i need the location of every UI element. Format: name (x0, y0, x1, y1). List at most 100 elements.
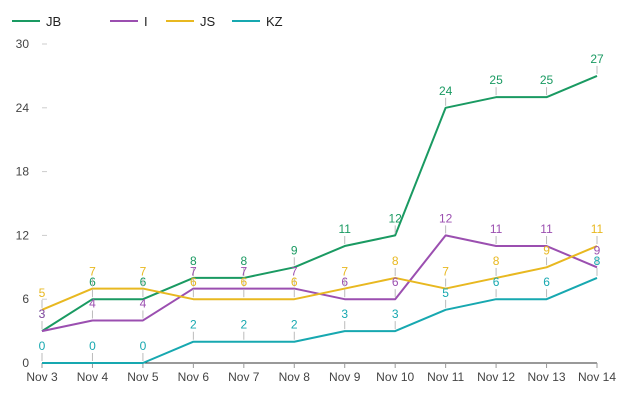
data-point-js: 7 (140, 265, 147, 287)
data-label: 12 (389, 211, 403, 225)
data-point-js: 6 (190, 275, 197, 298)
data-point-i: 7 (240, 265, 247, 287)
data-label: 7 (240, 265, 247, 279)
data-label: 25 (489, 73, 503, 87)
data-point-js: 6 (291, 275, 298, 298)
data-point-i: 7 (291, 265, 298, 287)
data-point-jb: 25 (489, 73, 503, 96)
legend-item-kz: KZ (232, 14, 283, 29)
data-label: 0 (89, 339, 96, 353)
data-point-kz: 2 (240, 318, 247, 340)
x-tick-label: Nov 10 (376, 370, 414, 384)
data-point-i: 11 (490, 222, 503, 245)
data-label: 2 (240, 318, 247, 332)
data-label: 7 (140, 265, 147, 279)
data-point-i: 9 (594, 243, 601, 266)
x-tick-label: Nov 11 (427, 370, 464, 384)
data-point-i: 7 (190, 265, 197, 287)
data-point-kz: 3 (392, 307, 399, 330)
data-label: 7 (291, 265, 298, 279)
data-label: 6 (291, 275, 298, 289)
y-tick-label: 12 (16, 228, 30, 242)
x-tick-label: Nov 3 (26, 370, 58, 384)
legend-label: KZ (266, 14, 283, 29)
series-line-i (41, 234, 598, 333)
y-tick-label: 30 (16, 37, 30, 51)
data-point-kz: 6 (543, 275, 550, 298)
data-label: 7 (89, 265, 96, 279)
data-point-js: 7 (442, 265, 449, 287)
data-point-kz: 0 (140, 339, 147, 361)
data-label: 6 (392, 275, 399, 289)
x-tick-label: Nov 12 (477, 370, 515, 384)
data-label: 5 (39, 286, 46, 300)
data-point-kz: 2 (190, 318, 197, 340)
data-label: 2 (190, 318, 197, 332)
data-label: 2 (291, 318, 298, 332)
data-label: 9 (543, 243, 550, 257)
data-point-jb: 27 (590, 52, 604, 74)
legend-item-i: I (110, 14, 148, 29)
data-point-i: 6 (392, 275, 399, 298)
data-point-jb: 9 (291, 243, 298, 266)
y-tick-label: 6 (22, 292, 29, 306)
data-label: 6 (240, 275, 247, 289)
data-point-i: 4 (140, 296, 147, 319)
data-point-js: 8 (493, 254, 500, 276)
data-point-js: 9 (543, 243, 550, 266)
series-line-jb (41, 74, 598, 332)
data-label: 3 (392, 307, 399, 321)
data-point-jb: 25 (540, 73, 554, 96)
data-label: 11 (591, 222, 604, 236)
data-label: 24 (439, 84, 453, 98)
data-label: 8 (240, 254, 247, 268)
data-point-kz: 5 (442, 286, 449, 308)
data-label: 3 (39, 307, 46, 321)
y-tick-label: 24 (16, 101, 30, 115)
data-label: 8 (594, 254, 601, 268)
data-point-jb: 12 (389, 211, 403, 234)
data-label: 7 (341, 265, 348, 279)
data-point-i: 4 (89, 296, 96, 319)
data-label: 27 (590, 52, 604, 66)
legend-item-js: JS (166, 14, 216, 29)
data-label: 12 (439, 211, 453, 225)
x-tick-label: Nov 14 (578, 370, 616, 384)
data-point-i: 11 (540, 222, 553, 245)
x-tick-label: Nov 13 (528, 370, 566, 384)
series-line-kz (42, 277, 598, 364)
data-point-jb: 24 (439, 84, 453, 106)
data-point-js: 11 (591, 222, 604, 245)
data-label: 6 (190, 275, 197, 289)
legend-item-jb: JB (12, 14, 61, 29)
data-point-kz: 8 (594, 254, 601, 276)
data-label: 7 (442, 265, 449, 279)
y-tick-label: 0 (22, 356, 29, 370)
data-point-js: 6 (240, 275, 247, 298)
data-labels: 3668891112242525273447776612111195776667… (39, 52, 604, 361)
data-label: 3 (39, 307, 46, 321)
data-point-js: 7 (341, 265, 348, 287)
data-label: 11 (540, 222, 553, 236)
data-point-jb: 11 (338, 222, 351, 245)
data-label: 3 (341, 307, 348, 321)
data-point-kz: 6 (493, 275, 500, 298)
x-tick-label: Nov 6 (178, 370, 210, 384)
data-point-kz: 0 (39, 339, 46, 361)
data-point-kz: 2 (291, 318, 298, 340)
legend-label: JB (46, 14, 61, 29)
data-label: 9 (291, 243, 298, 257)
x-tick-label: Nov 9 (329, 370, 361, 384)
data-point-js: 7 (89, 265, 96, 287)
data-point-jb: 8 (240, 254, 247, 276)
data-point-kz: 0 (89, 339, 96, 361)
data-label: 9 (594, 243, 601, 257)
data-label: 4 (89, 296, 96, 310)
legend: JB I JS KZ (12, 14, 283, 29)
data-label: 5 (442, 286, 449, 300)
legend-label: I (144, 14, 148, 29)
x-tick-label: Nov 4 (77, 370, 109, 384)
data-label: 11 (490, 222, 503, 236)
